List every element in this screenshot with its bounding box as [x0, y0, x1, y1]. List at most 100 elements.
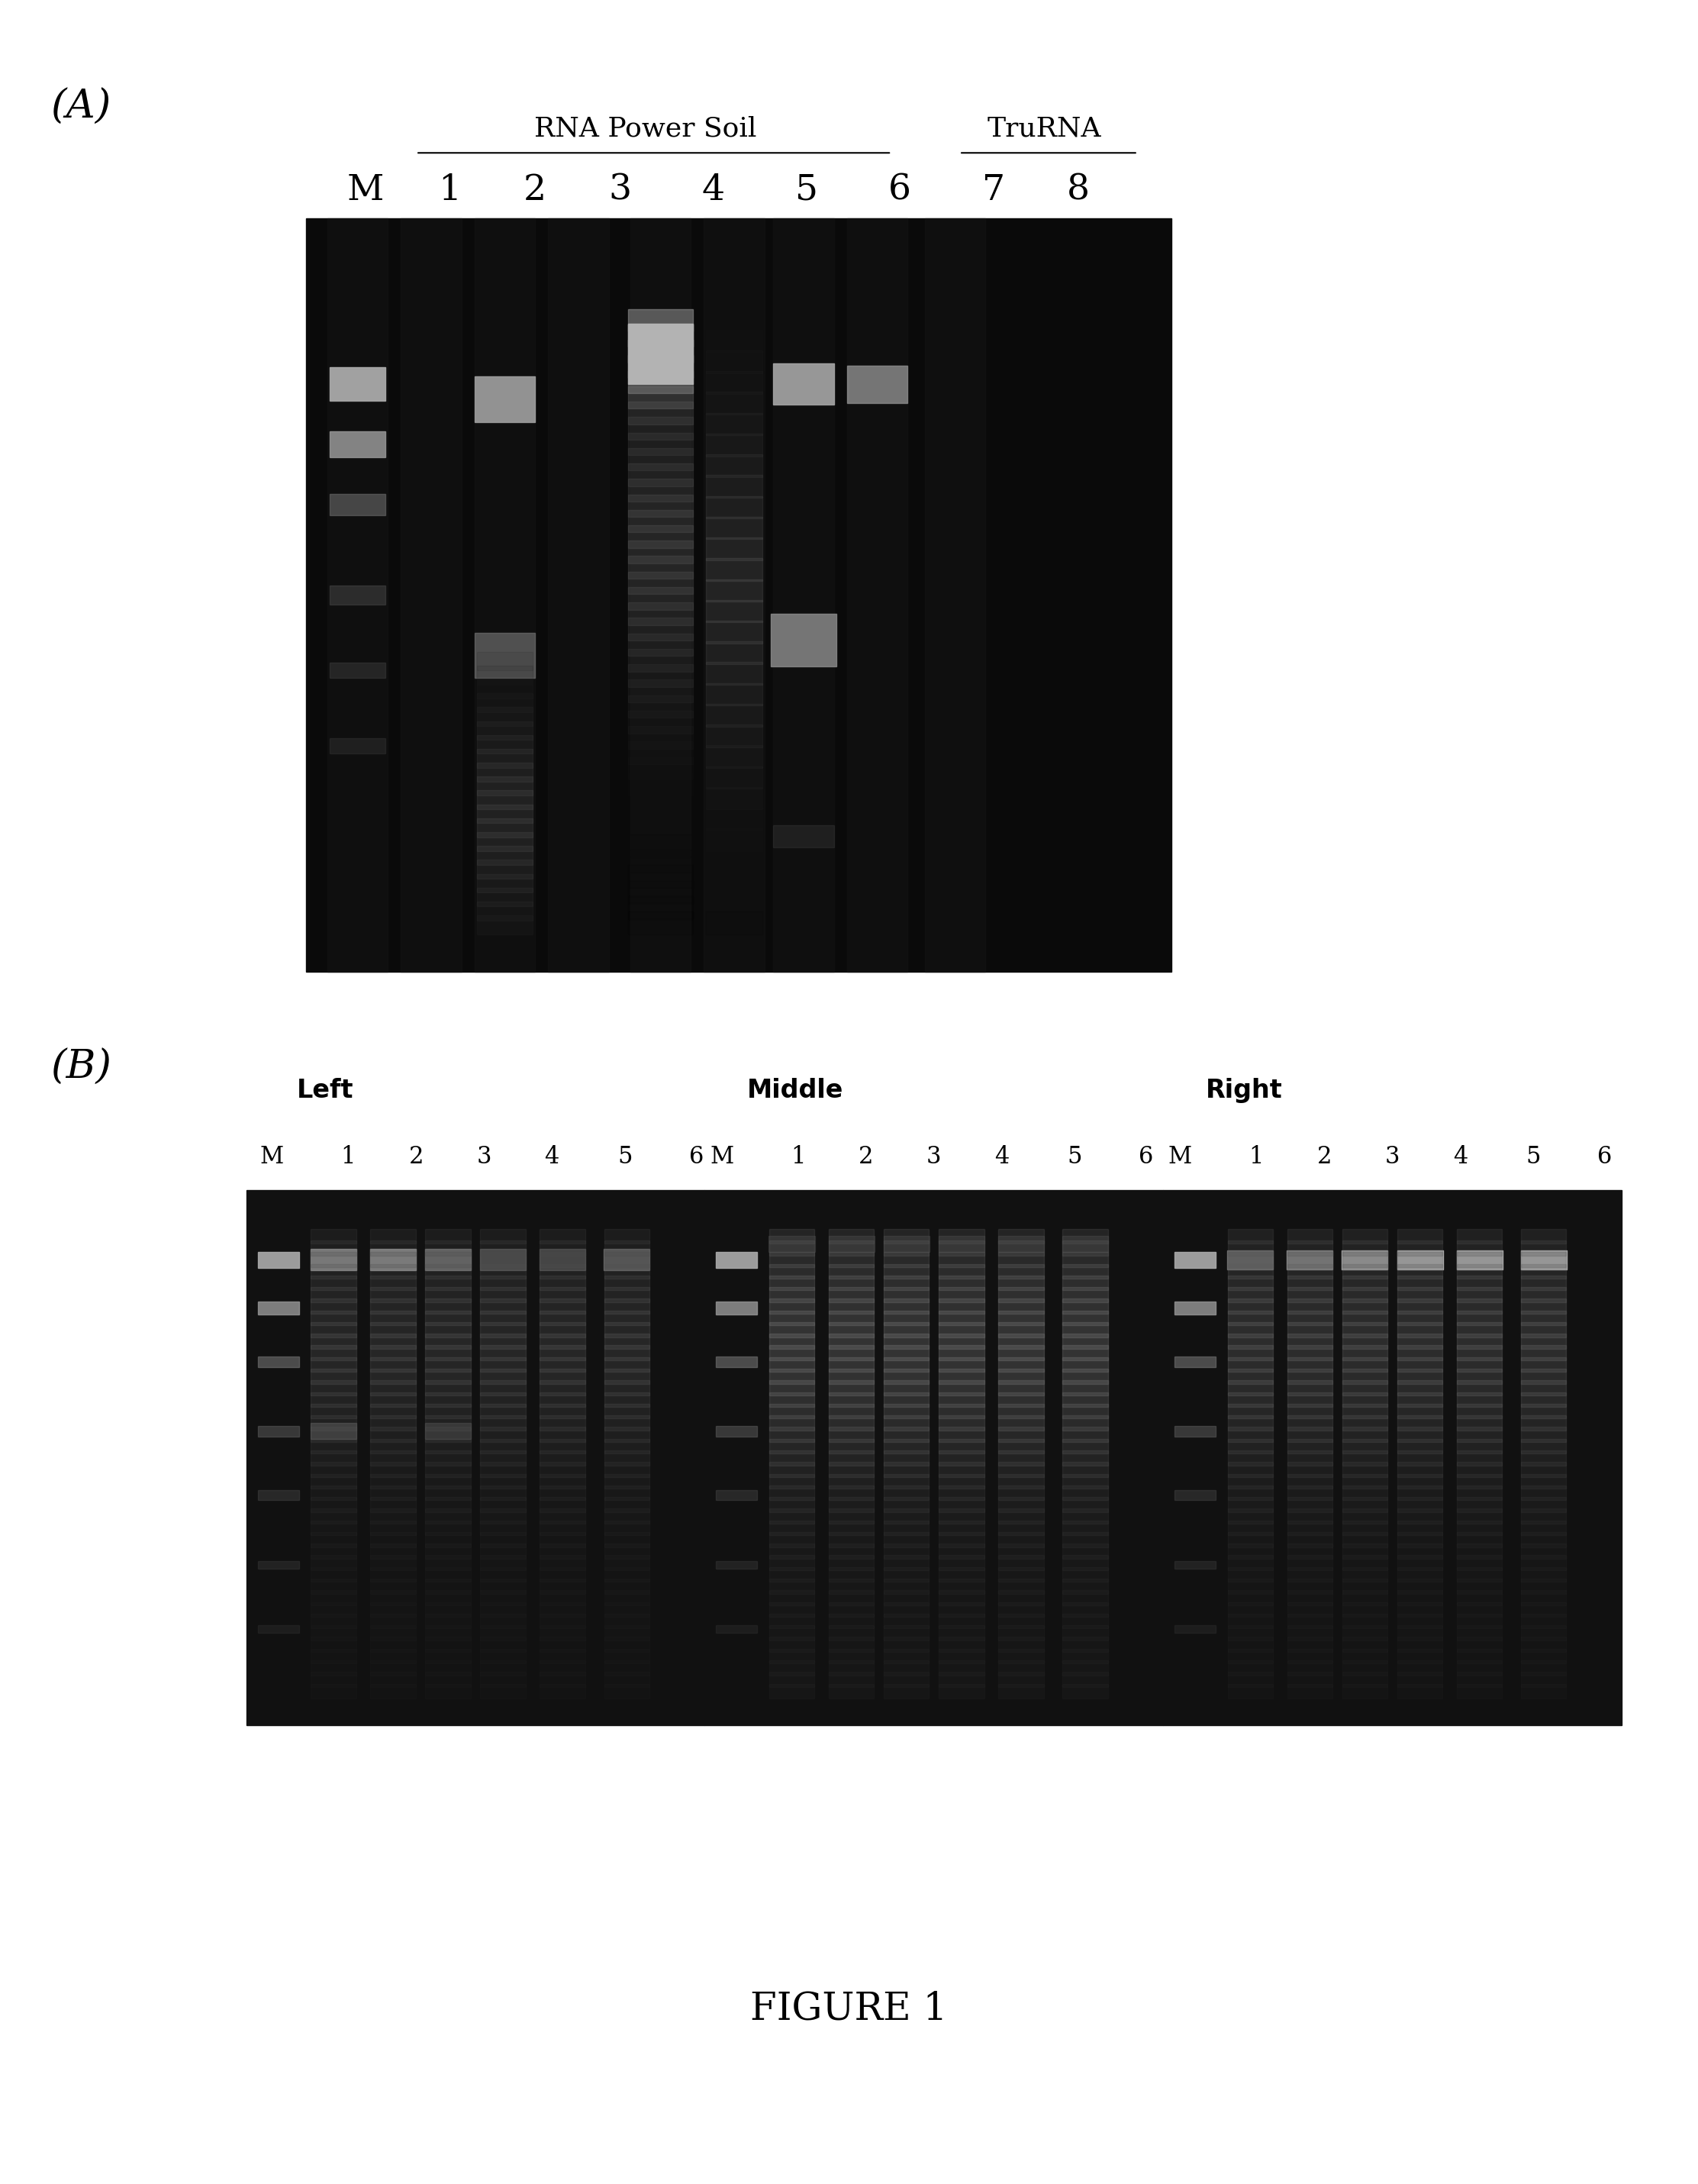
Bar	[717, 1489, 757, 1500]
Bar	[604, 1426, 649, 1441]
Bar	[1228, 1673, 1274, 1686]
Bar	[540, 1334, 586, 1350]
Bar	[939, 1380, 985, 1396]
Bar	[1228, 1286, 1274, 1302]
Bar	[370, 1391, 416, 1406]
Bar	[370, 1684, 416, 1699]
Bar	[424, 1356, 470, 1372]
Bar	[1341, 1439, 1387, 1455]
Bar	[706, 828, 762, 852]
Bar	[628, 895, 693, 919]
Bar	[1457, 1241, 1503, 1256]
Bar	[628, 618, 693, 640]
Bar	[883, 1509, 929, 1524]
Bar	[1397, 1439, 1443, 1455]
Bar	[604, 1649, 649, 1664]
Text: 6: 6	[888, 173, 912, 207]
Bar	[604, 1625, 649, 1640]
Bar	[424, 1614, 470, 1629]
Bar	[481, 1660, 526, 1675]
Bar	[477, 749, 533, 767]
Bar	[628, 341, 693, 363]
Bar	[1457, 1415, 1503, 1431]
Bar	[424, 1380, 470, 1396]
Bar	[370, 1334, 416, 1350]
Bar	[1341, 1673, 1387, 1686]
Bar	[540, 1531, 586, 1546]
Bar	[481, 1684, 526, 1699]
Bar	[604, 1230, 649, 1245]
Bar	[706, 496, 762, 518]
Bar	[1521, 1275, 1566, 1291]
Bar	[998, 1404, 1044, 1420]
Bar	[998, 1579, 1044, 1594]
Bar	[1521, 1638, 1566, 1651]
Bar	[1228, 1603, 1274, 1616]
Bar	[1521, 1356, 1566, 1372]
Bar	[311, 1380, 357, 1396]
Bar	[628, 773, 693, 795]
Bar	[939, 1236, 985, 1251]
Bar	[1397, 1251, 1443, 1267]
Bar	[705, 1190, 1163, 1725]
Bar	[311, 1461, 357, 1476]
Bar	[1457, 1614, 1503, 1629]
Bar	[829, 1241, 874, 1256]
Bar	[311, 1321, 357, 1337]
Text: Left: Left	[297, 1077, 353, 1103]
Bar	[604, 1520, 649, 1535]
Bar	[998, 1660, 1044, 1675]
Bar	[1341, 1380, 1387, 1396]
Bar	[1228, 1380, 1274, 1396]
Bar	[1457, 1590, 1503, 1605]
Bar	[829, 1520, 874, 1535]
Bar	[829, 1369, 874, 1385]
Bar	[939, 1439, 985, 1455]
Bar	[1521, 1474, 1566, 1489]
Bar	[829, 1496, 874, 1511]
Bar	[1063, 1590, 1107, 1605]
Bar	[939, 1496, 985, 1511]
Bar	[1228, 1566, 1274, 1581]
Bar	[769, 1369, 815, 1385]
Bar	[1521, 1660, 1566, 1675]
Bar	[329, 367, 385, 402]
Bar	[628, 758, 693, 780]
Bar	[1521, 1251, 1567, 1269]
Bar	[829, 1555, 874, 1570]
Bar	[370, 1461, 416, 1476]
Bar	[628, 323, 693, 384]
Bar	[481, 1321, 526, 1337]
Bar	[540, 1684, 586, 1699]
Text: 1: 1	[438, 173, 462, 207]
Bar	[829, 1649, 874, 1664]
Bar	[370, 1649, 416, 1664]
Bar	[628, 695, 693, 719]
Bar	[1341, 1286, 1387, 1302]
Bar	[370, 1590, 416, 1605]
Bar	[477, 804, 533, 823]
Bar	[477, 902, 533, 919]
Bar	[939, 1450, 985, 1465]
Bar	[1341, 1520, 1387, 1535]
Bar	[424, 1249, 470, 1271]
Bar	[1228, 1439, 1274, 1455]
Bar	[481, 1334, 526, 1350]
Bar	[1063, 1310, 1107, 1326]
Text: TruRNA: TruRNA	[987, 116, 1102, 142]
Bar	[540, 1450, 586, 1465]
Bar	[706, 703, 762, 727]
Bar	[769, 1590, 815, 1605]
Bar	[1397, 1555, 1443, 1570]
Bar	[939, 1461, 985, 1476]
Bar	[939, 1625, 985, 1640]
Bar	[604, 1461, 649, 1476]
Bar	[1063, 1474, 1107, 1489]
Bar	[769, 1299, 815, 1315]
Bar	[883, 1286, 929, 1302]
Bar	[1521, 1265, 1566, 1280]
Bar	[939, 1614, 985, 1629]
Bar	[474, 218, 535, 972]
Bar	[883, 1241, 929, 1256]
Bar	[883, 1590, 929, 1605]
